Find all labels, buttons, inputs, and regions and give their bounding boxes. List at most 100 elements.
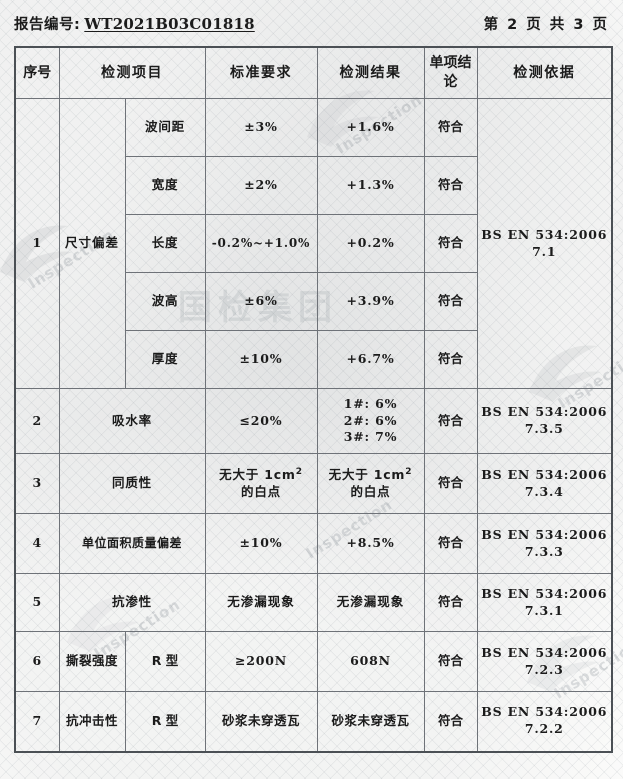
column-header-item: 检测项目 xyxy=(58,46,206,99)
cell-seq: 5 xyxy=(14,573,60,632)
basis-clause: 7.3.3 xyxy=(524,543,564,559)
cell-basis: BS EN 534:2006 7.2.2 xyxy=(476,691,613,753)
cell-subitem: 波高 xyxy=(124,272,206,331)
report-number-label: 报告编号: xyxy=(14,16,81,33)
result-line-1: 无大于 1cm2 xyxy=(320,466,422,484)
cell-item: 吸水率 xyxy=(58,388,206,454)
column-header-result: 检测结果 xyxy=(316,46,425,99)
cell-item: 抗渗性 xyxy=(58,573,206,632)
cell-item-type: R 型 xyxy=(124,691,206,753)
cell-conclusion: 符合 xyxy=(423,631,478,692)
cell-conclusion: 符合 xyxy=(423,330,478,389)
cell-requirement: ±3% xyxy=(204,98,318,157)
basis-clause: 7.3.4 xyxy=(524,483,564,499)
cell-conclusion: 符合 xyxy=(423,98,478,157)
cell-item-group: 尺寸偏差 xyxy=(58,98,126,389)
cell-basis: BS EN 534:2006 7.3.3 xyxy=(476,513,613,574)
cell-result: +1.3% xyxy=(316,156,425,215)
table-row: 2 吸水率 ≤20% 1#: 6% 2#: 6% 3#: 7% 符合 BS EN… xyxy=(14,388,613,454)
result-line: 3#: 7% xyxy=(343,429,398,445)
cell-seq: 4 xyxy=(14,513,60,574)
column-header-seq: 序号 xyxy=(14,46,60,99)
cell-basis: BS EN 534:2006 7.3.4 xyxy=(476,453,613,514)
cell-seq: 7 xyxy=(14,691,60,753)
basis-clause: 7.3.5 xyxy=(524,421,564,436)
page-indicator: 第 2 页 共 3 页 xyxy=(483,16,609,33)
report-number: 报告编号: WT2021B03C01818 xyxy=(14,13,255,34)
report-number-value: WT2021B03C01818 xyxy=(84,14,255,33)
cell-requirement: ±2% xyxy=(204,156,318,215)
table-row: 3 同质性 无大于 1cm2 的白点 无大于 1cm2 的白点 符合 BS EN… xyxy=(14,453,613,514)
cell-item: 撕裂强度 xyxy=(58,631,126,692)
cell-requirement: ±10% xyxy=(204,513,318,574)
basis-clause: 7.2.2 xyxy=(524,721,564,737)
basis-clause: 7.2.3 xyxy=(524,661,564,677)
table-row: 长度 -0.2%~+1.0% +0.2% 符合 xyxy=(15,214,612,273)
cell-basis: BS EN 534:2006 7.3.5 xyxy=(476,388,613,454)
basis-standard: BS EN 534:2006 xyxy=(481,585,608,601)
test-results-table: 序号 检测项目 标准要求 检测结果 单项结论 检测依据 1 尺寸偏差 波间距 ±… xyxy=(14,46,613,753)
document-header: 报告编号: WT2021B03C01818 第 2 页 共 3 页 xyxy=(0,10,623,36)
cell-seq: 2 xyxy=(14,388,60,454)
cell-conclusion: 符合 xyxy=(423,453,478,514)
table-header-row: 序号 检测项目 标准要求 检测结果 单项结论 检测依据 xyxy=(14,46,613,99)
cell-conclusion: 符合 xyxy=(423,691,478,753)
table-row: 宽度 ±2% +1.3% 符合 xyxy=(15,156,612,215)
cell-result: +0.2% xyxy=(316,214,425,273)
cell-item: 单位面积质量偏差 xyxy=(58,513,206,574)
cell-result: +6.7% xyxy=(316,330,425,389)
cell-requirement: -0.2%~+1.0% xyxy=(204,214,318,273)
cell-conclusion: 符合 xyxy=(423,573,478,632)
basis-clause: 7.3.1 xyxy=(524,602,564,618)
cell-seq: 1 xyxy=(14,98,60,389)
cell-result: 砂浆未穿透瓦 xyxy=(316,691,425,753)
cell-result: 1#: 6% 2#: 6% 3#: 7% xyxy=(316,388,425,454)
requirement-superscript: 2 xyxy=(295,467,303,478)
cell-conclusion: 符合 xyxy=(423,156,478,215)
table-row: 1 尺寸偏差 波间距 ±3% +1.6% 符合 BS EN 534:2006 7… xyxy=(14,98,613,389)
basis-standard: BS EN 534:2006 xyxy=(481,466,608,482)
requirement-text: 无大于 1cm xyxy=(219,467,296,483)
cell-subitem: 厚度 xyxy=(124,330,206,389)
result-line-2: 的白点 xyxy=(350,484,391,500)
cell-basis: BS EN 534:2006 7.2.3 xyxy=(476,631,613,692)
column-header-requirement: 标准要求 xyxy=(204,46,318,99)
cell-requirement: 无大于 1cm2 的白点 xyxy=(204,453,318,514)
result-line: 2#: 6% xyxy=(343,412,398,428)
result-text: 无大于 1cm xyxy=(328,467,406,483)
cell-seq: 3 xyxy=(14,453,60,514)
result-line: 1#: 6% xyxy=(343,395,398,411)
cell-requirement: ±10% xyxy=(204,330,318,389)
requirement-line-1: 无大于 1cm2 xyxy=(208,466,315,484)
basis-standard: BS EN 534:2006 xyxy=(481,526,608,542)
requirement-line-2: 的白点 xyxy=(241,484,281,500)
cell-basis: BS EN 534:2006 7.3.1 xyxy=(476,573,613,632)
cell-result: 无大于 1cm2 的白点 xyxy=(316,453,425,514)
result-superscript: 2 xyxy=(405,467,413,478)
basis-clause: 7.1 xyxy=(532,243,557,259)
cell-result: +8.5% xyxy=(316,513,425,574)
table-row: 6 撕裂强度 R 型 ≥200N 608N 符合 BS EN 534:2006 … xyxy=(14,631,613,692)
cell-conclusion: 符合 xyxy=(423,388,478,454)
cell-result: +3.9% xyxy=(316,272,425,331)
basis-standard: BS EN 534:2006 xyxy=(481,704,608,720)
column-header-basis: 检测依据 xyxy=(476,46,613,99)
cell-result: 608N xyxy=(316,631,425,692)
cell-item: 同质性 xyxy=(58,453,206,514)
cell-conclusion: 符合 xyxy=(423,214,478,273)
table-row: 7 抗冲击性 R 型 砂浆未穿透瓦 砂浆未穿透瓦 符合 BS EN 534:20… xyxy=(14,691,613,753)
basis-standard: BS EN 534:2006 xyxy=(481,226,608,242)
cell-requirement: 无渗漏现象 xyxy=(204,573,318,632)
cell-result: 无渗漏现象 xyxy=(316,573,425,632)
cell-requirement: ±6% xyxy=(204,272,318,331)
cell-item-type: R 型 xyxy=(124,631,206,692)
basis-standard: BS EN 534:2006 xyxy=(481,404,608,420)
cell-subitem: 波间距 xyxy=(124,98,206,157)
cell-requirement: ≤20% xyxy=(204,388,318,454)
table-row: 5 抗渗性 无渗漏现象 无渗漏现象 符合 BS EN 534:2006 7.3.… xyxy=(14,573,613,632)
cell-basis: BS EN 534:2006 7.1 xyxy=(476,98,613,389)
table-row: 4 单位面积质量偏差 ±10% +8.5% 符合 BS EN 534:2006 … xyxy=(14,513,613,574)
cell-subitem: 宽度 xyxy=(124,156,206,215)
cell-conclusion: 符合 xyxy=(423,513,478,574)
